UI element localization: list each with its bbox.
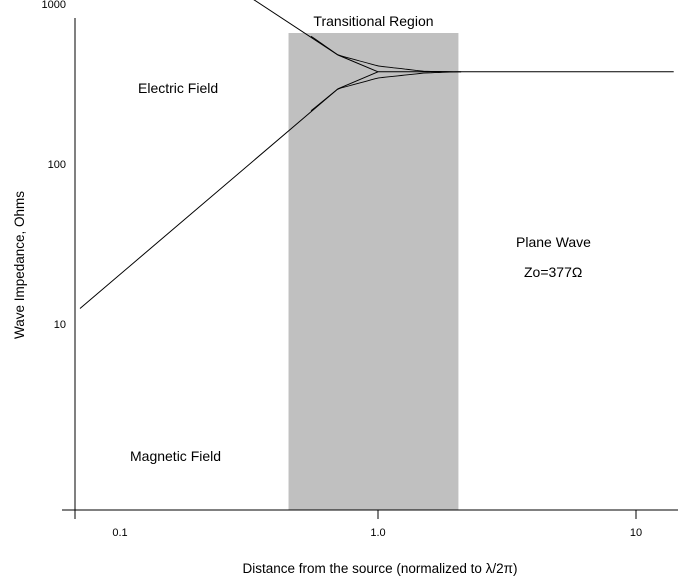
transitional-region-band <box>288 33 459 510</box>
electric-field-label: Electric Field <box>138 80 218 96</box>
series-layer <box>79 0 674 309</box>
plane-wave-label: Plane Wave <box>516 234 591 250</box>
y-tick-label-1000: 1000 <box>42 0 66 11</box>
y-axis-title: Wave Impedance, Ohms <box>12 191 27 339</box>
x-tick-label-0-1: 0.1 <box>112 527 127 539</box>
x-axis-title: Distance from the source (normalized to … <box>243 561 518 576</box>
transitional-region-label: Transitional Region <box>313 13 433 29</box>
y-tick-label-10: 10 <box>54 319 66 331</box>
x-tick-marks <box>74 510 637 519</box>
magnetic-field-curve <box>310 71 462 112</box>
magnetic-field-label: Magnetic Field <box>130 448 221 464</box>
plane-wave-impedance-label: Zo=377Ω <box>524 264 582 280</box>
x-tick-label-1-0: 1.0 <box>370 527 385 539</box>
y-tick-label-100: 100 <box>48 159 66 171</box>
x-tick-label-10: 10 <box>630 527 642 539</box>
